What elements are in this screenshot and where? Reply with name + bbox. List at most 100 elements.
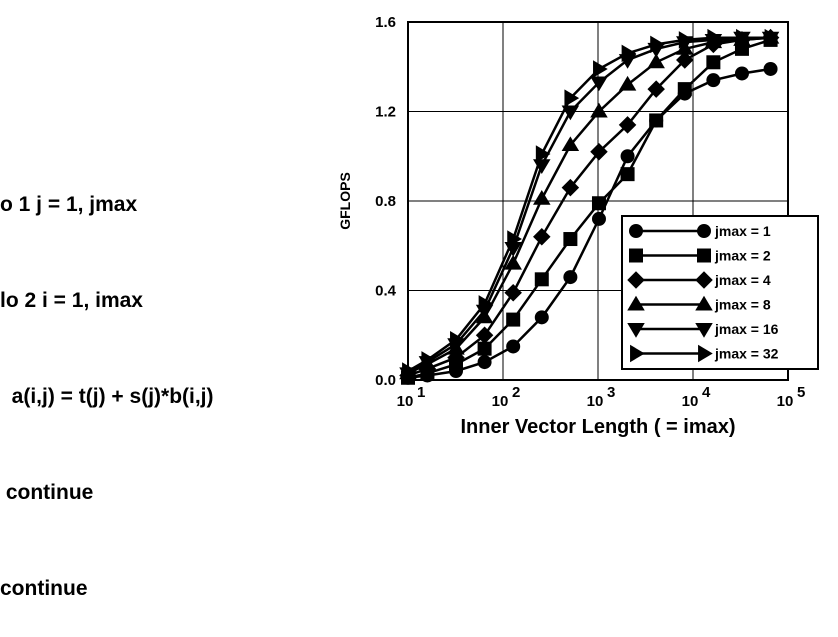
legend: jmax = 1 jmax = 2 jmax = 4 jmax = 8 jmax = 1… bbox=[621, 215, 819, 370]
y-axis-label: GFLOPS bbox=[337, 172, 353, 230]
y-tick-label: 1.2 bbox=[375, 104, 396, 121]
data-point bbox=[475, 326, 494, 344]
data-point bbox=[629, 224, 643, 238]
legend-label: jmax = 16 bbox=[714, 321, 779, 337]
legend-label: jmax = 4 bbox=[714, 272, 771, 288]
code-line: continue bbox=[0, 481, 94, 504]
data-point bbox=[764, 28, 780, 47]
data-point bbox=[734, 66, 749, 81]
data-point bbox=[706, 73, 721, 88]
x-tick-base: 10 bbox=[397, 393, 414, 410]
data-point bbox=[533, 159, 551, 174]
legend-label: jmax = 32 bbox=[714, 346, 779, 362]
plot-frame bbox=[407, 21, 789, 381]
data-point bbox=[564, 89, 580, 107]
data-point bbox=[627, 323, 645, 338]
y-tick-label: 0.0 bbox=[375, 372, 396, 389]
data-point bbox=[402, 362, 417, 380]
data-point bbox=[618, 75, 637, 91]
data-point bbox=[629, 248, 643, 263]
data-point bbox=[504, 283, 522, 302]
legend-label: jmax = 8 bbox=[714, 297, 771, 313]
data-point bbox=[535, 145, 551, 163]
data-point bbox=[504, 254, 522, 270]
x-tick-base: 10 bbox=[492, 393, 509, 410]
data-point bbox=[593, 60, 608, 78]
x-tick-label: 104 bbox=[682, 384, 711, 410]
data-point bbox=[534, 310, 549, 325]
x-axis-label: Inner Vector Length ( = imax) bbox=[460, 416, 735, 438]
data-point bbox=[698, 344, 713, 363]
data-point bbox=[618, 116, 637, 134]
x-tick-base: 10 bbox=[587, 393, 604, 410]
x-tick-exponent: 3 bbox=[607, 384, 615, 401]
x-tick-label: 105 bbox=[777, 384, 806, 410]
data-point bbox=[477, 341, 492, 356]
legend-label: jmax = 1 bbox=[714, 223, 771, 239]
y-tick-label: 0.8 bbox=[375, 193, 396, 210]
data-point bbox=[477, 355, 492, 370]
x-tick-base: 10 bbox=[682, 393, 699, 410]
data-point bbox=[627, 295, 645, 311]
legend-item: jmax = 8 bbox=[627, 295, 771, 313]
data-point bbox=[695, 271, 713, 289]
data-point bbox=[621, 44, 637, 63]
data-point bbox=[590, 102, 608, 118]
x-tick-base: 10 bbox=[777, 393, 794, 410]
data-point bbox=[590, 143, 608, 161]
y-tick-label: 1.6 bbox=[375, 14, 396, 31]
data-point bbox=[563, 232, 578, 247]
x-tick-exponent: 1 bbox=[417, 384, 425, 401]
data-point bbox=[533, 228, 551, 246]
legend-label: jmax = 2 bbox=[714, 248, 771, 264]
data-point bbox=[563, 270, 578, 285]
legend-item: jmax = 1 bbox=[629, 223, 771, 239]
data-point bbox=[591, 196, 606, 211]
x-tick-label: 103 bbox=[587, 384, 616, 410]
data-point bbox=[649, 113, 664, 128]
data-point bbox=[697, 224, 711, 238]
data-point bbox=[677, 82, 692, 97]
data-point bbox=[478, 295, 494, 313]
data-point bbox=[620, 167, 635, 182]
data-point bbox=[421, 351, 437, 369]
data-point bbox=[650, 35, 665, 54]
data-point bbox=[676, 51, 694, 69]
data-point bbox=[507, 230, 522, 248]
data-point bbox=[620, 149, 635, 164]
data-point bbox=[630, 344, 645, 363]
code-line: a(i,j) = t(j) + s(j)*b(i,j) bbox=[0, 385, 214, 408]
data-point bbox=[706, 55, 721, 70]
data-point bbox=[647, 80, 665, 98]
x-tick-label: 101 bbox=[397, 384, 426, 410]
x-tick-exponent: 5 bbox=[797, 384, 805, 401]
x-tick-exponent: 2 bbox=[512, 384, 520, 401]
data-point bbox=[506, 339, 521, 354]
x-tick-exponent: 4 bbox=[702, 384, 711, 401]
data-point bbox=[627, 271, 645, 289]
data-point bbox=[590, 76, 608, 92]
code-line: continue bbox=[0, 577, 88, 600]
data-point bbox=[736, 28, 751, 47]
data-point bbox=[695, 295, 713, 311]
code-line: o 1 j = 1, jmax bbox=[0, 193, 138, 216]
data-point bbox=[534, 272, 549, 287]
data-point bbox=[561, 136, 580, 152]
data-point bbox=[707, 28, 723, 47]
legend-item: jmax = 32 bbox=[630, 344, 779, 363]
legend-item: jmax = 4 bbox=[627, 271, 771, 289]
data-point bbox=[561, 178, 580, 197]
x-tick-label: 102 bbox=[492, 384, 521, 410]
data-point bbox=[695, 323, 713, 338]
y-tick-label: 0.4 bbox=[375, 283, 397, 300]
data-point bbox=[697, 248, 711, 263]
data-point bbox=[763, 61, 778, 76]
series-jmax-32 bbox=[402, 28, 780, 380]
data-point bbox=[506, 312, 521, 327]
data-point bbox=[450, 330, 465, 349]
legend-box bbox=[621, 215, 819, 370]
data-point bbox=[533, 190, 551, 205]
legend-item: jmax = 16 bbox=[627, 321, 779, 338]
